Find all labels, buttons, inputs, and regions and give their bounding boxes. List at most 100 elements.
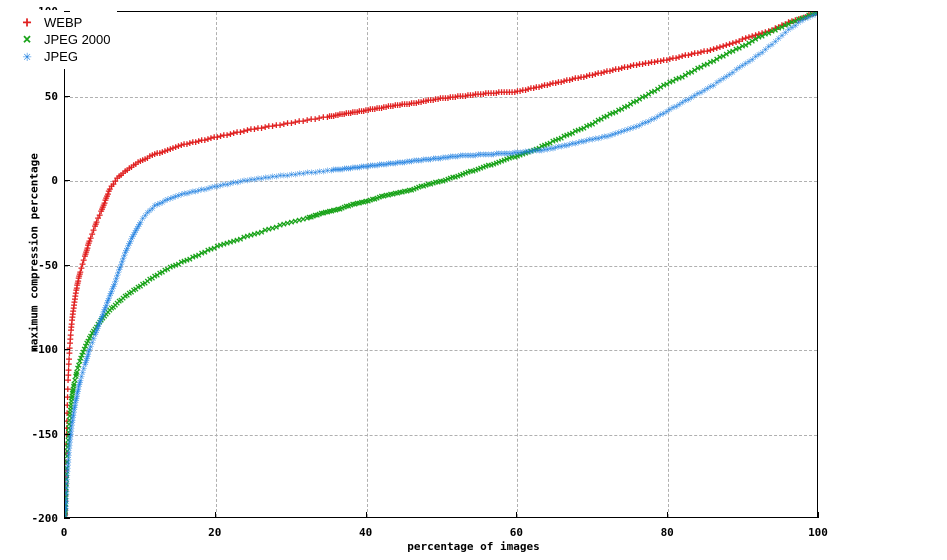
data-point: + [204,132,212,146]
data-point: × [802,11,809,24]
data-point: + [645,56,652,70]
data-point: × [503,152,511,166]
data-point: ✳ [707,79,714,93]
data-point: + [148,148,156,162]
data-point: × [67,400,74,414]
data-point: × [429,176,437,190]
data-point: × [592,115,599,129]
data-point: ✳ [98,309,106,323]
data-point: + [110,177,117,190]
data-point: ✳ [639,116,646,130]
data-point: ✳ [482,147,490,161]
data-point: + [65,485,69,496]
data-point: × [113,296,121,310]
data-point: × [447,171,454,185]
gridline-vertical [668,12,670,517]
data-point: × [781,18,789,32]
data-point: × [498,154,505,168]
data-point: + [106,182,114,196]
data-point: × [546,136,554,150]
data-point: + [192,135,200,149]
data-point: × [115,294,123,308]
data-point: × [452,170,459,184]
data-point: × [220,237,228,251]
data-point: × [164,262,171,276]
data-point: + [618,61,625,75]
data-point: ✳ [107,286,114,300]
data-point: ✳ [758,45,766,59]
data-point: ✳ [78,369,85,383]
data-point: + [68,313,76,327]
data-point: + [710,42,717,56]
data-point: + [71,295,78,309]
data-point: + [378,101,385,114]
data-point: × [64,449,71,463]
data-point: × [726,45,733,59]
data-point: + [233,125,241,139]
data-point: + [123,163,131,177]
data-point: ✳ [66,432,74,446]
data-point: × [65,514,68,518]
data-point: × [230,234,238,248]
data-point: + [479,87,487,101]
y-axis-tick-labels: -200-150-100-50050100 [0,0,59,560]
data-point: ✳ [201,182,209,196]
data-point: × [603,109,611,123]
data-point: ✳ [71,400,78,414]
data-point: ✳ [130,227,137,241]
data-point: + [144,151,151,165]
data-point: × [64,455,71,469]
data-point: ✳ [102,300,109,314]
data-point: + [788,14,796,28]
data-point: + [781,17,789,31]
data-point: × [459,167,467,181]
data-point: ✳ [492,146,500,160]
data-point: + [633,58,640,72]
data-point: ✳ [80,361,87,375]
data-point: + [429,93,437,107]
x-axis-label: percentage of images [407,540,540,553]
data-point: + [700,44,708,58]
data-point: ✳ [691,88,698,102]
data-point: + [755,27,763,41]
data-point: + [93,215,100,229]
data-point: × [88,326,96,340]
data-point: ✳ [755,47,763,61]
data-point: ✳ [765,39,772,53]
data-point: + [572,71,579,85]
data-point: + [141,152,149,166]
data-point: ✳ [67,429,74,443]
data-point: × [295,213,303,227]
data-point: ✳ [117,257,125,271]
gridline-horizontal [65,96,817,98]
data-point: ✳ [403,154,411,168]
data-point: ✳ [413,153,420,167]
data-point: × [630,95,637,109]
data-point: × [65,468,70,479]
data-point: × [405,183,413,197]
data-point: + [113,171,121,185]
data-point: ✳ [64,476,70,490]
data-point: × [544,137,551,151]
data-point: ✳ [353,160,361,174]
data-point: + [330,109,337,123]
data-point: + [102,191,110,205]
data-point: × [648,85,655,99]
data-point: + [396,98,404,112]
data-point: + [292,115,299,129]
data-point: × [172,258,179,272]
legend-item: ✳ JPEG [16,48,111,65]
data-point: ✳ [791,18,799,32]
data-point: × [141,276,149,290]
data-point: ✳ [64,452,72,466]
data-point: × [514,149,521,163]
data-point: + [688,47,695,61]
data-point: ✳ [367,158,374,172]
data-point: + [139,153,146,167]
data-point: + [244,123,251,137]
data-point: ✳ [678,95,686,109]
data-point: ✳ [572,136,579,150]
data-point: + [678,49,686,63]
data-point: ✳ [114,265,122,279]
data-point: + [490,86,497,100]
